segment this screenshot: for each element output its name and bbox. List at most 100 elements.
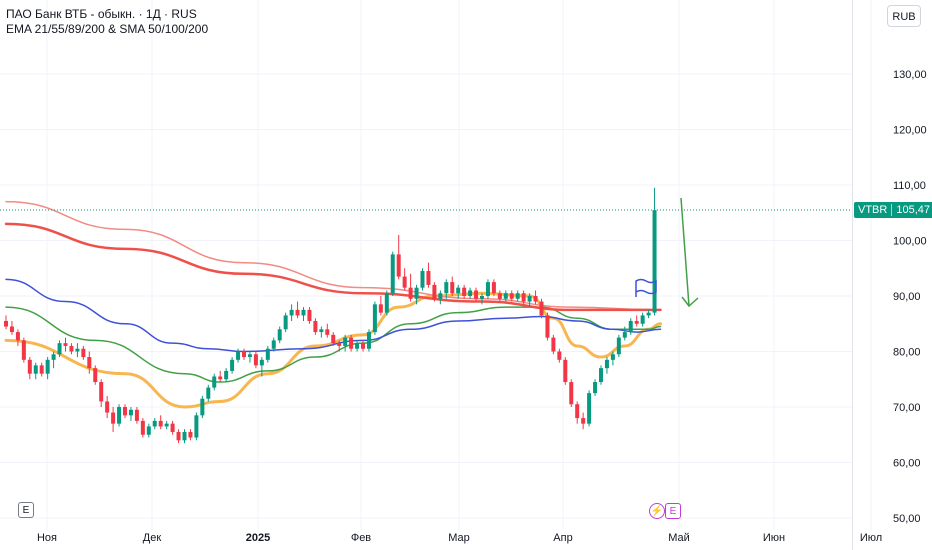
candle-body bbox=[569, 382, 574, 405]
candle bbox=[610, 351, 615, 366]
candle bbox=[212, 373, 217, 391]
candle-body bbox=[438, 293, 443, 299]
candle-body bbox=[545, 315, 550, 338]
candle-body bbox=[301, 309, 306, 316]
sma200-line bbox=[4, 222, 662, 312]
candle-body bbox=[164, 423, 169, 427]
candle-body bbox=[610, 354, 615, 360]
indicator-title[interactable]: EMA 21/55/89/200 & SMA 50/100/200 bbox=[6, 22, 209, 36]
price-tick-label: 110,00 bbox=[893, 180, 926, 192]
candle-body bbox=[146, 426, 151, 435]
candle-body bbox=[581, 418, 586, 424]
candle bbox=[325, 323, 330, 338]
price-tick-label: 130,00 bbox=[893, 69, 927, 81]
candle-body bbox=[69, 345, 74, 352]
candle-body bbox=[313, 320, 318, 333]
symbol-title[interactable]: ПАО Банк ВТБ - обыкн. · 1Д · RUS bbox=[6, 7, 197, 21]
candle-body bbox=[575, 404, 580, 419]
candle-body bbox=[616, 337, 621, 355]
candle bbox=[63, 337, 68, 352]
candle bbox=[497, 290, 502, 302]
candle-body bbox=[480, 296, 484, 299]
candle-body bbox=[188, 431, 193, 438]
candle-body bbox=[349, 337, 354, 349]
candle-body bbox=[521, 293, 526, 302]
time-axis: Ноя Дек 2025 Фев Мар Апр Май Июн Июл bbox=[37, 532, 882, 544]
candle-body bbox=[21, 340, 26, 360]
candle-body bbox=[390, 254, 395, 294]
price-tick-label: 120,00 bbox=[893, 125, 927, 137]
candle bbox=[361, 340, 365, 352]
candle-body bbox=[384, 293, 389, 313]
events-toggle-icon[interactable]: E bbox=[18, 502, 34, 518]
candle-body bbox=[134, 409, 139, 421]
candle bbox=[134, 407, 139, 424]
candle bbox=[45, 357, 50, 380]
candle bbox=[616, 334, 621, 358]
candle-body bbox=[372, 304, 377, 333]
candle-body bbox=[533, 296, 538, 302]
candle-body bbox=[593, 382, 598, 394]
candle-body bbox=[212, 376, 217, 388]
candle-body bbox=[509, 293, 514, 299]
time-tick-label: Дек bbox=[143, 532, 162, 544]
candle-body bbox=[99, 382, 104, 402]
candle bbox=[355, 340, 360, 352]
candle-body bbox=[63, 343, 68, 346]
candle-body bbox=[265, 348, 270, 360]
currency-button[interactable]: RUB bbox=[887, 5, 921, 27]
candle bbox=[438, 290, 443, 305]
candle-body bbox=[331, 334, 336, 344]
candle-body bbox=[236, 351, 241, 360]
candle-body bbox=[75, 348, 80, 352]
candle bbox=[140, 418, 145, 438]
candle-body bbox=[628, 320, 633, 333]
candle-body bbox=[128, 409, 133, 416]
flag-drawing[interactable] bbox=[635, 278, 657, 298]
time-tick-label: Мар bbox=[448, 532, 470, 544]
candle bbox=[474, 287, 479, 302]
earnings-event-icon[interactable]: E bbox=[665, 503, 681, 519]
candle bbox=[93, 365, 98, 385]
candle-body bbox=[640, 315, 645, 324]
candle-body bbox=[491, 282, 496, 294]
candle bbox=[164, 420, 169, 430]
candle bbox=[485, 279, 490, 299]
time-tick-label: Июл bbox=[860, 532, 882, 544]
candle-body bbox=[307, 309, 312, 321]
candle-body bbox=[474, 290, 479, 299]
candle-body bbox=[57, 343, 62, 355]
candle-body bbox=[253, 354, 258, 366]
candle-body bbox=[402, 276, 407, 288]
candle bbox=[206, 384, 211, 402]
candle-body bbox=[450, 282, 455, 294]
candle bbox=[480, 293, 484, 305]
down-arrow-drawing[interactable] bbox=[680, 197, 699, 308]
candle bbox=[182, 429, 187, 444]
price-tick-label: 60,00 bbox=[893, 458, 921, 470]
candle bbox=[414, 284, 419, 305]
candle bbox=[117, 404, 122, 427]
candle-body bbox=[420, 271, 425, 288]
candle bbox=[128, 407, 133, 421]
candle bbox=[390, 251, 395, 296]
user-drawings[interactable] bbox=[635, 197, 699, 308]
candle bbox=[313, 318, 318, 335]
candle bbox=[581, 412, 586, 430]
candle bbox=[384, 290, 389, 316]
time-tick-label: 2025 bbox=[246, 532, 270, 544]
candle-body bbox=[158, 420, 163, 427]
candle bbox=[587, 390, 592, 427]
candle-body bbox=[408, 287, 413, 299]
candle bbox=[123, 404, 127, 419]
candle-body bbox=[557, 351, 562, 360]
candle-body bbox=[539, 301, 544, 316]
dividend-event-icon[interactable]: ⚡ bbox=[649, 503, 665, 519]
candle bbox=[9, 320, 14, 335]
candle-body bbox=[468, 290, 473, 296]
candle bbox=[378, 296, 383, 316]
candle bbox=[99, 379, 104, 407]
candle-body bbox=[4, 320, 8, 327]
candle-body bbox=[33, 365, 38, 374]
